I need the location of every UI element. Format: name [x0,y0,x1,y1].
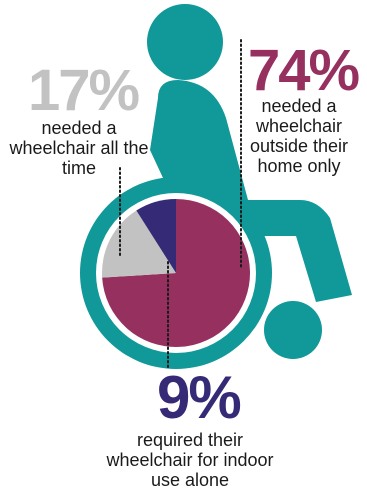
slice-value-indoor: 9% [157,364,242,431]
slice-label-outside-home: needed a wheelchair outside their home o… [249,96,349,176]
slice-value-outside-home: 74% [248,38,360,103]
front-wheel [264,301,322,359]
leader-lines [119,39,242,371]
slice-value-all-the-time: 17% [28,58,140,123]
pie-slice-outside-home [102,199,251,347]
pie-chart [96,193,256,353]
person-body [150,80,352,302]
slice-label-indoor: required their wheelchair for indoor use… [106,430,274,490]
pie-slice-indoor [136,199,176,273]
slice-label-all-the-time: needed a wheelchair all the time [9,118,149,178]
person-head [147,4,223,80]
